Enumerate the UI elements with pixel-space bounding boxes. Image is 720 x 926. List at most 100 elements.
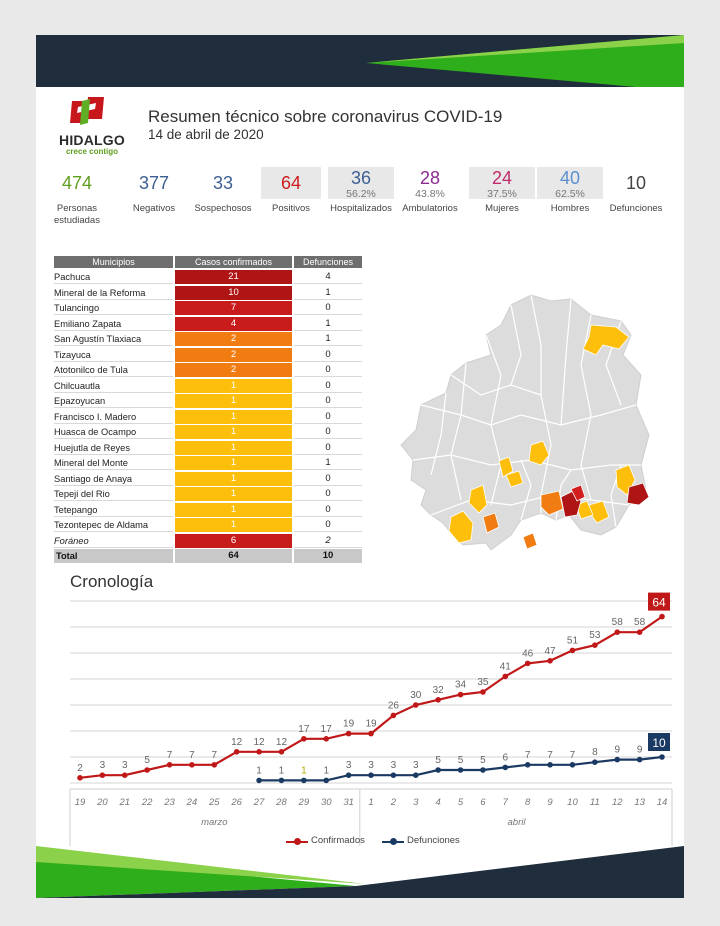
table-cell-defunciones: 0 — [294, 301, 362, 315]
data-label: 3 — [122, 760, 128, 771]
table-cell-municipio: Tizayuca — [54, 348, 173, 362]
last-value-badge — [648, 592, 670, 611]
table-cell-defunciones: 1 — [294, 456, 362, 470]
data-label: 1 — [256, 765, 262, 776]
data-point — [569, 762, 576, 768]
table-cell-municipio: San Agustín Tlaxiaca — [54, 332, 173, 346]
x-tick-label: 29 — [298, 797, 310, 808]
x-tick-label: 28 — [275, 797, 287, 808]
table-cell-casos: 64 — [175, 549, 292, 563]
stat-value: 36 — [350, 168, 372, 188]
legend-swatch-dot — [390, 838, 397, 845]
stat-box: 28 43.8% — [397, 167, 463, 200]
data-point — [502, 764, 509, 771]
data-point — [323, 777, 330, 784]
table-cell-municipio: Tezontepec de Aldama — [54, 518, 173, 532]
stat-value: 40 — [559, 168, 581, 188]
data-point — [278, 777, 285, 784]
table-header: Defunciones — [294, 256, 362, 268]
data-point — [457, 691, 464, 698]
stat-label: Sospechosos — [194, 203, 252, 214]
table-cell-defunciones: 0 — [294, 410, 362, 424]
stat-percent: 62.5% — [555, 188, 585, 200]
data-point — [547, 762, 553, 768]
data-label: 1 — [279, 765, 285, 776]
data-point — [99, 772, 106, 778]
data-point — [614, 756, 621, 763]
data-label: 6 — [503, 752, 509, 763]
data-point — [390, 772, 397, 778]
data-label: 5 — [458, 755, 464, 766]
x-tick-label: 22 — [141, 797, 153, 808]
stat-label: Mujeres — [485, 203, 519, 214]
table-cell-casos: 2 — [175, 347, 292, 362]
last-value-badge — [648, 733, 670, 751]
table-cell-defunciones: 0 — [294, 348, 362, 362]
month-label: marzo — [201, 817, 227, 828]
map-municipio-highlight — [540, 490, 564, 516]
data-point — [480, 767, 486, 773]
x-tick-label: 31 — [343, 797, 354, 808]
table-cell-municipio: Total — [54, 549, 173, 563]
x-tick-label: 14 — [657, 797, 668, 808]
data-point — [256, 777, 262, 784]
stat-box: 33 — [188, 167, 258, 199]
table-cell-municipio: Huejutla de Reyes — [54, 441, 173, 455]
stat-box: 10 — [606, 167, 666, 199]
stat-value: 64 — [280, 173, 302, 193]
hidalgo-logo: HIDALGO crece contigo — [52, 97, 132, 159]
data-label: 46 — [522, 648, 534, 659]
map-municipio-border — [520, 459, 532, 521]
table-cell-casos: 1 — [175, 456, 292, 470]
map-municipio-highlight — [522, 532, 538, 550]
table-cell-defunciones: 0 — [294, 379, 362, 393]
data-label: 47 — [545, 646, 557, 657]
data-point — [569, 647, 576, 654]
data-label: 5 — [480, 755, 486, 766]
data-point — [480, 689, 486, 695]
map-municipio-border — [510, 304, 522, 386]
table-cell-casos: 2 — [175, 332, 292, 346]
table-cell-casos: 6 — [175, 533, 292, 548]
x-tick-label: 27 — [253, 797, 265, 808]
table-cell-municipio: Tepeji del Rio — [54, 487, 173, 501]
top-banner — [36, 35, 684, 87]
stat-box: 474 — [52, 167, 102, 199]
stat-label: Negativos — [132, 203, 176, 214]
table-cell-defunciones: 1 — [294, 286, 362, 300]
data-label: 1 — [301, 765, 307, 776]
map-municipio-border — [450, 374, 542, 396]
map-municipio-border — [560, 298, 572, 426]
data-label: 53 — [589, 630, 601, 641]
table-cell-municipio: Foráneo — [54, 534, 173, 548]
map-municipio-border — [430, 494, 630, 516]
data-point — [457, 767, 464, 773]
stat-percent: 37.5% — [487, 188, 517, 200]
table-cell-municipio: Tetepango — [54, 503, 173, 517]
table-cell-municipio: Mineral del Monte — [54, 456, 173, 470]
data-label: 30 — [410, 690, 422, 701]
map-municipio-border — [485, 334, 502, 506]
table-cell-casos: 1 — [175, 487, 292, 501]
table-cell-casos: 1 — [175, 440, 292, 455]
data-label: 5 — [435, 755, 441, 766]
stat-label: Ambulatorios — [402, 203, 458, 214]
x-tick-label: 25 — [208, 797, 220, 808]
data-point — [390, 712, 397, 719]
table-cell-casos: 10 — [175, 285, 292, 300]
data-label: 3 — [391, 760, 397, 771]
table-cell-municipio: Francisco I. Madero — [54, 410, 173, 424]
table-cell-defunciones: 0 — [294, 518, 362, 532]
table-cell-municipio: Emiliano Zapata — [54, 317, 173, 331]
map-municipio-highlight — [575, 500, 594, 520]
table-cell-casos: 1 — [175, 378, 292, 393]
data-label: 7 — [212, 750, 218, 761]
data-label: 3 — [100, 760, 106, 771]
x-tick-label: 7 — [503, 797, 509, 808]
table-cell-casos: 1 — [175, 471, 292, 486]
data-point — [189, 762, 195, 768]
data-point — [659, 754, 665, 760]
x-tick-label: 8 — [525, 797, 531, 808]
table-cell-defunciones: 0 — [294, 472, 362, 486]
x-tick-label: 12 — [612, 797, 623, 808]
